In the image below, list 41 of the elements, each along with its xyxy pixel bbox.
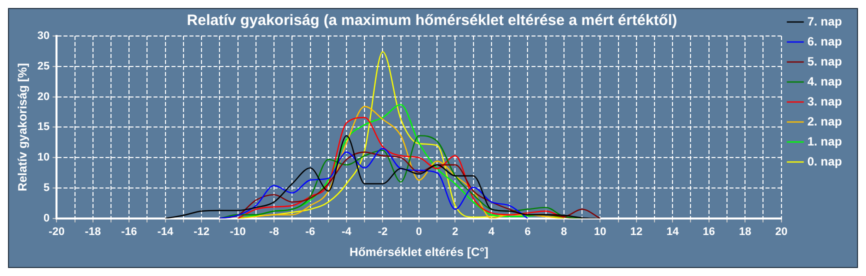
y-axis-title: Relatív gyakoriság [%]: [16, 63, 30, 192]
x-tick-label: 20: [775, 226, 788, 238]
x-tick-label: -20: [48, 226, 65, 238]
y-tick-label: 5: [44, 182, 50, 194]
x-tick-label: -4: [342, 226, 352, 238]
x-tick-label: -14: [157, 226, 174, 238]
x-tick-label: -12: [194, 226, 210, 238]
x-tick-label: 0: [416, 226, 422, 238]
x-tick-label: 18: [738, 226, 752, 238]
x-tick-label: -16: [121, 226, 138, 238]
y-tick-label: 10: [37, 152, 50, 164]
legend-label: 7. nap: [807, 14, 842, 28]
x-tick-label: -2: [378, 226, 388, 238]
line-series: [219, 148, 528, 218]
x-tick-label: 6: [524, 226, 531, 238]
y-tick-label: 15: [37, 121, 50, 134]
y-tick-label: 30: [37, 30, 50, 42]
y-tick-label: 20: [37, 90, 50, 103]
x-tick-label: 10: [594, 226, 606, 238]
x-tick-label: 2: [452, 226, 458, 238]
x-tick-label: -18: [84, 226, 101, 238]
legend-label: 6. nap: [807, 34, 842, 48]
chart-title: Relatív gyakoriság (a maximum hőmérséklet eltérése a mért értéktől): [186, 12, 678, 30]
y-tick-label: 25: [37, 60, 50, 72]
legend-label: 2. nap: [807, 114, 842, 128]
legend-label: 4. nap: [807, 74, 842, 88]
x-tick-label: -6: [305, 226, 316, 238]
y-tick-label: 0: [44, 212, 50, 224]
legend-label: 3. nap: [807, 94, 842, 108]
legend-label: 0. nap: [807, 154, 842, 168]
legend-label: 1. nap: [807, 134, 842, 148]
x-tick-label: 8: [560, 226, 567, 238]
x-tick-label: -10: [230, 226, 246, 238]
x-tick-label: 4: [488, 226, 496, 238]
x-tick-label: 12: [630, 226, 643, 238]
line-series: [164, 135, 601, 218]
legend-label: 5. nap: [807, 54, 842, 68]
x-tick-label: 14: [666, 226, 680, 238]
x-tick-label: -8: [269, 226, 279, 238]
x-axis-title: Hőmérséklet eltérés [C°]: [350, 245, 488, 260]
x-tick-label: 16: [702, 226, 715, 238]
